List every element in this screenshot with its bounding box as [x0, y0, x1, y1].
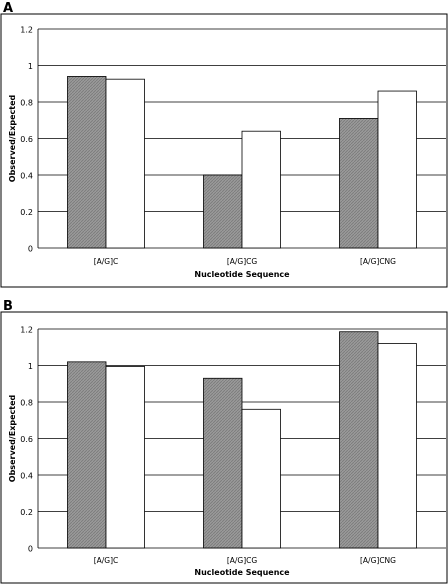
panel-b-x-axis-title: Nucleotide Sequence: [194, 568, 290, 577]
panel-a-ytick-label: 0.4: [20, 172, 33, 181]
panel-a-ytick-label: 0.2: [20, 208, 33, 217]
panel-b-xtick-label: [A/G]CG: [227, 556, 258, 565]
panel-b-bar: [377, 343, 417, 549]
panel-b-ytick-label: 0.8: [20, 399, 33, 408]
panel-b-frame: [0, 311, 448, 584]
panel-a-bar: [377, 90, 417, 249]
panel-a-ytick-label: 0: [28, 245, 33, 254]
panel-a-ytick-label: 0.8: [20, 99, 33, 108]
panel-b-xtick-label: [A/G]C: [94, 556, 119, 565]
panel-b-bar: [241, 408, 281, 549]
panel-b-y-axis-title: Observed/Expected: [8, 395, 17, 483]
panel-b-ytick-label: 0.2: [20, 508, 33, 517]
panel-a-xtick-label: [A/G]CNG: [360, 257, 396, 266]
panel-a-bar: [339, 118, 379, 249]
panel-b-xtick-label: [A/G]CNG: [360, 556, 396, 565]
panel-b-letter: B: [3, 299, 13, 314]
panel-a-bar: [105, 78, 145, 249]
panel-b-bar: [105, 366, 145, 549]
panel-a-x-axis-title: Nucleotide Sequence: [194, 270, 290, 279]
panel-a-bar: [67, 76, 107, 249]
panel-b-bar: [67, 361, 107, 549]
panel-b-bar: [339, 331, 379, 549]
panel-a-ytick-label: 1.2: [20, 26, 33, 35]
panel-b-ytick-label: 0.4: [20, 472, 33, 481]
panel-b-bar: [203, 377, 243, 549]
panel-a-ytick-label: 0.6: [20, 135, 33, 144]
panel-b-ytick-label: 0: [28, 545, 33, 554]
panel-b-ytick-label: 0.6: [20, 435, 33, 444]
panel-a-xtick-label: [A/G]C: [94, 257, 119, 266]
panel-a-y-axis-title: Observed/Expected: [8, 95, 17, 183]
panel-a-bar: [203, 174, 243, 249]
panel-a-bar: [241, 130, 281, 249]
panel-a-frame: [0, 13, 448, 288]
panel-a-letter: A: [3, 1, 14, 16]
panel-b-ytick-label: 1: [28, 362, 33, 371]
panel-a-xtick-label: [A/G]CG: [227, 257, 258, 266]
panel-b-ytick-label: 1.2: [20, 326, 33, 335]
panel-a-ytick-label: 1: [28, 62, 33, 71]
